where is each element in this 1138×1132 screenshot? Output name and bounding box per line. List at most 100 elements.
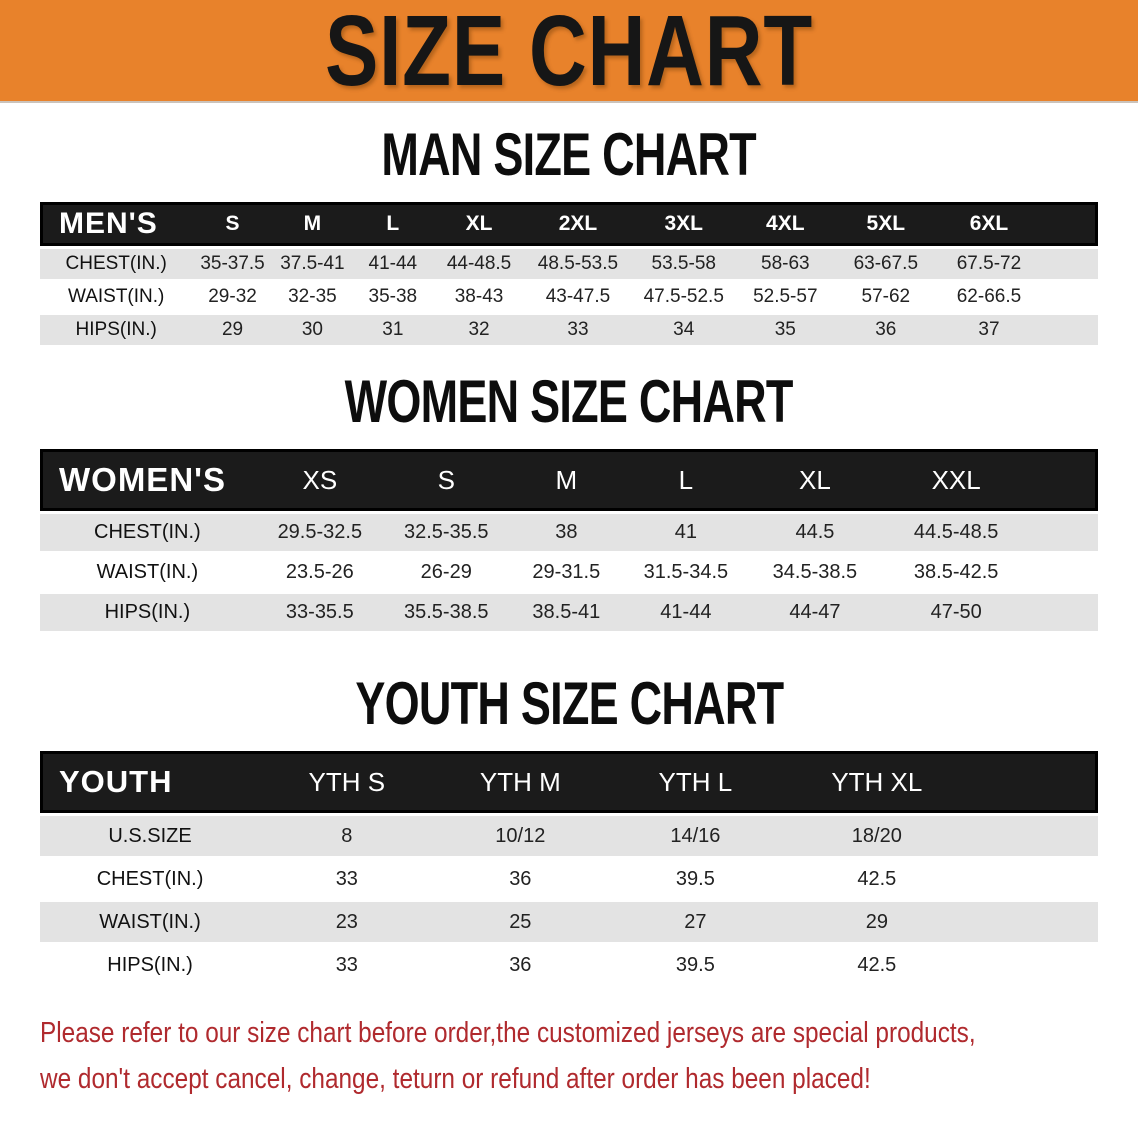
measurement-value: 31 <box>352 315 434 345</box>
group-label: MEN'S <box>40 202 193 246</box>
measurement-value: 32 <box>433 315 525 345</box>
measurement-value: 37.5-41 <box>272 249 353 279</box>
men-size-table: MEN'S S M L XL 2XL 3XL 4XL 5XL 6XL CHEST(IN.) 35-37… <box>40 199 1098 348</box>
measurement-value: 62-66.5 <box>937 282 1041 312</box>
size-column-header: L <box>625 449 747 511</box>
measurement-row: CHEST(IN.) 33 36 39.5 42.5 <box>40 859 1098 899</box>
women-section: WOMEN SIZE CHART WOMEN'S XS S M L XL XXL CHEST(… <box>0 372 1138 634</box>
size-column-header: XXL <box>883 449 1030 511</box>
men-section-title-text: MAN SIZE CHART <box>381 121 757 188</box>
disclaimer-line-1: Please refer to our size chart before or… <box>40 1010 1138 1056</box>
measurement-row: WAIST(IN.) 23.5-26 26-29 29-31.5 31.5-34.5 34… <box>40 554 1098 591</box>
page-title: SIZE CHART <box>325 0 813 103</box>
measurement-value: 53.5-58 <box>631 249 737 279</box>
youth-section-title-text: YOUTH SIZE CHART <box>354 670 784 737</box>
measurement-value: 14/16 <box>607 816 784 856</box>
size-column-header: YTH M <box>433 751 608 813</box>
row-spacer-cell <box>1040 249 1098 279</box>
banner: SIZE CHART <box>0 0 1138 103</box>
measurement-value: 34.5-38.5 <box>746 554 884 591</box>
measurement-value: 35 <box>736 315 835 345</box>
men-section: MAN SIZE CHART MEN'S S M L XL 2XL 3XL 4XL 5XL 6XL… <box>0 125 1138 348</box>
row-spacer-cell <box>1040 315 1098 345</box>
size-column-header: 2XL <box>524 202 632 246</box>
measurement-value: 42.5 <box>783 945 970 985</box>
measurement-value: 38 <box>507 514 626 551</box>
measurement-value: 33 <box>260 859 434 899</box>
size-header-row: WOMEN'S XS S M L XL XXL <box>40 449 1098 511</box>
measurement-label: HIPS(IN.) <box>40 945 261 985</box>
row-spacer-cell <box>1040 282 1098 312</box>
measurement-value: 8 <box>260 816 434 856</box>
measurement-value: 35.5-38.5 <box>384 594 508 631</box>
women-size-table: WOMEN'S XS S M L XL XXL CHEST(IN.) 29.5-32.5 32.5… <box>40 446 1098 634</box>
measurement-value: 10/12 <box>433 816 608 856</box>
measurement-label: CHEST(IN.) <box>40 514 255 551</box>
measurement-value: 36 <box>834 315 938 345</box>
measurement-value: 31.5-34.5 <box>625 554 747 591</box>
measurement-value: 25 <box>433 902 608 942</box>
size-column-header: 5XL <box>834 202 938 246</box>
size-column-header: YTH L <box>607 751 784 813</box>
measurement-value: 18/20 <box>783 816 970 856</box>
youth-section-title: YOUTH SIZE CHART <box>0 674 1138 734</box>
header-spacer-cell <box>1029 449 1098 511</box>
measurement-row: HIPS(IN.) 33-35.5 35.5-38.5 38.5-41 41-44 44-… <box>40 594 1098 631</box>
size-column-header: L <box>352 202 434 246</box>
measurement-value: 33 <box>260 945 434 985</box>
size-column-header: YTH XL <box>783 751 970 813</box>
size-header-row: YOUTH YTH S YTH M YTH L YTH XL <box>40 751 1098 813</box>
measurement-value: 47-50 <box>883 594 1030 631</box>
measurement-value: 29 <box>783 902 970 942</box>
measurement-value: 38.5-41 <box>507 594 626 631</box>
measurement-value: 36 <box>433 859 608 899</box>
size-column-header: M <box>272 202 353 246</box>
size-header-row: MEN'S S M L XL 2XL 3XL 4XL 5XL 6XL <box>40 202 1098 246</box>
measurement-value: 23.5-26 <box>254 554 385 591</box>
measurement-value: 37 <box>937 315 1041 345</box>
row-spacer-cell <box>969 859 1098 899</box>
measurement-value: 57-62 <box>834 282 938 312</box>
measurement-value: 38.5-42.5 <box>883 554 1030 591</box>
men-section-title: MAN SIZE CHART <box>0 125 1138 185</box>
size-column-header: XS <box>254 449 385 511</box>
measurement-value: 39.5 <box>607 945 784 985</box>
size-column-header: 3XL <box>631 202 737 246</box>
measurement-value: 32-35 <box>272 282 353 312</box>
measurement-value: 48.5-53.5 <box>524 249 632 279</box>
measurement-label: HIPS(IN.) <box>40 594 255 631</box>
measurement-label: U.S.SIZE <box>40 816 261 856</box>
measurement-value: 58-63 <box>736 249 835 279</box>
measurement-row: CHEST(IN.) 35-37.5 37.5-41 41-44 44-48.5 48.5… <box>40 249 1098 279</box>
measurement-row: WAIST(IN.) 23 25 27 29 <box>40 902 1098 942</box>
measurement-label: WAIST(IN.) <box>40 282 193 312</box>
measurement-value: 29-32 <box>192 282 273 312</box>
measurement-value: 29.5-32.5 <box>254 514 385 551</box>
size-column-header: S <box>192 202 273 246</box>
measurement-value: 42.5 <box>783 859 970 899</box>
measurement-value: 47.5-52.5 <box>631 282 737 312</box>
size-column-header: XL <box>433 202 525 246</box>
row-spacer-cell <box>969 945 1098 985</box>
measurement-value: 43-47.5 <box>524 282 632 312</box>
measurement-value: 38-43 <box>433 282 525 312</box>
disclaimer-line-1-text: Please refer to our size chart before or… <box>40 1017 976 1049</box>
size-chart-page: SIZE CHART MAN SIZE CHART MEN'S S M L XL 2XL 3… <box>0 0 1138 1102</box>
measurement-value: 63-67.5 <box>834 249 938 279</box>
group-label: YOUTH <box>40 751 261 813</box>
measurement-value: 44-47 <box>746 594 884 631</box>
size-column-header: 4XL <box>736 202 835 246</box>
size-column-header: M <box>507 449 626 511</box>
youth-section: YOUTH SIZE CHART YOUTH YTH S YTH M YTH L YTH… <box>0 674 1138 988</box>
row-spacer-cell <box>1029 594 1098 631</box>
size-column-header: 6XL <box>937 202 1041 246</box>
measurement-value: 34 <box>631 315 737 345</box>
measurement-label: WAIST(IN.) <box>40 554 255 591</box>
measurement-row: CHEST(IN.) 29.5-32.5 32.5-35.5 38 41 44.5 44.5… <box>40 514 1098 551</box>
measurement-label: WAIST(IN.) <box>40 902 261 942</box>
measurement-value: 39.5 <box>607 859 784 899</box>
measurement-value: 29 <box>192 315 273 345</box>
measurement-row: U.S.SIZE 8 10/12 14/16 18/20 <box>40 816 1098 856</box>
measurement-value: 41 <box>625 514 747 551</box>
disclaimer: Please refer to our size chart before or… <box>40 1010 1138 1102</box>
